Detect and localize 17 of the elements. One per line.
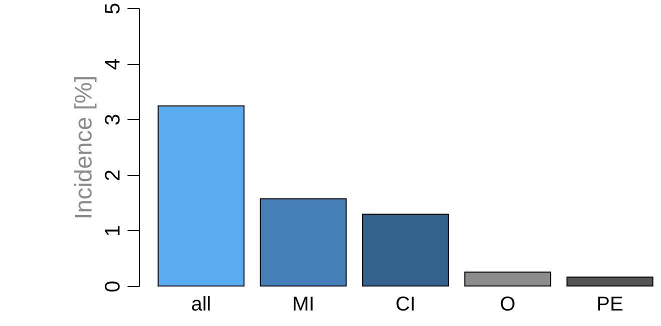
bar <box>566 276 654 286</box>
y-tick-label: 3 <box>102 114 124 126</box>
bar <box>362 214 449 286</box>
y-tick-label: 4 <box>102 58 124 70</box>
x-tick-label: all <box>191 294 212 316</box>
bar <box>158 105 245 286</box>
x-tick-label: MI <box>292 294 314 316</box>
y-tick-label: 1 <box>102 225 124 237</box>
bar <box>260 198 347 286</box>
y-tick-label: 5 <box>102 2 124 14</box>
y-tick-label: 0 <box>102 280 124 292</box>
bar <box>464 272 552 286</box>
x-tick-label: O <box>500 294 516 316</box>
x-tick-label: PE <box>596 294 624 316</box>
x-tick-label: CI <box>396 294 416 316</box>
y-tick-label: 2 <box>102 169 124 182</box>
y-axis-title: Incidence [%] <box>70 75 98 220</box>
